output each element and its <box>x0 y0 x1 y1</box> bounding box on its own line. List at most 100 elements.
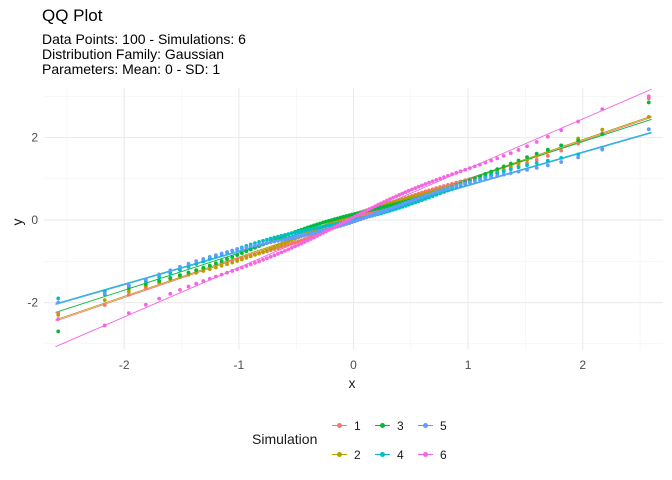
point-sim-2 <box>56 313 61 317</box>
point-sim-4 <box>276 234 280 239</box>
point-sim-5 <box>501 172 506 177</box>
point-sim-6 <box>308 237 313 241</box>
point-sim-3 <box>326 218 331 223</box>
point-sim-1 <box>454 180 459 185</box>
point-sim-2 <box>403 196 408 201</box>
point-sim-5 <box>438 188 442 193</box>
point-sim-5 <box>489 175 493 180</box>
point-sim-6 <box>501 153 506 158</box>
point-sim-5 <box>289 236 294 240</box>
point-sim-4 <box>434 192 439 197</box>
point-sim-2 <box>276 243 280 248</box>
point-sim-6 <box>344 219 349 223</box>
data-points <box>56 94 651 334</box>
point-sim-3 <box>501 164 506 169</box>
point-sim-4 <box>326 223 331 228</box>
point-sim-5 <box>495 174 500 178</box>
subtitle-line-data-points: Data Points: 100 - Simulations: 6 <box>42 31 246 47</box>
legend-label: 1 <box>354 418 361 433</box>
point-sim-6 <box>442 175 446 180</box>
point-sim-6 <box>367 207 372 212</box>
point-sim-5 <box>214 253 218 258</box>
point-sim-6 <box>525 144 529 149</box>
point-sim-2 <box>406 195 411 200</box>
point-sim-5 <box>454 184 459 188</box>
point-sim-1 <box>442 184 446 188</box>
point-sim-3 <box>347 213 352 218</box>
point-sim-2 <box>268 246 273 251</box>
point-sim-6 <box>296 243 301 247</box>
point-sim-6 <box>244 264 249 268</box>
point-sim-3 <box>545 147 550 152</box>
point-sim-3 <box>508 161 513 166</box>
point-sim-6 <box>430 179 435 184</box>
point-sim-3 <box>489 169 493 174</box>
point-sim-3 <box>143 282 148 287</box>
point-sim-6 <box>315 234 319 238</box>
point-sim-5 <box>508 171 513 176</box>
point-sim-1 <box>102 303 107 307</box>
point-sim-6 <box>347 217 352 222</box>
point-sim-6 <box>410 187 414 192</box>
point-sim-1 <box>576 141 581 146</box>
point-sim-5 <box>126 283 131 288</box>
point-sim-3 <box>214 261 218 266</box>
point-sim-5 <box>157 272 162 277</box>
legend-key-dot <box>423 423 428 428</box>
point-sim-6 <box>178 287 182 292</box>
point-sim-6 <box>361 210 366 214</box>
point-sim-5 <box>391 205 395 210</box>
point-sim-3 <box>525 155 529 160</box>
legend-key-dot <box>337 452 342 457</box>
point-sim-6 <box>450 172 454 177</box>
chart-subtitle: Data Points: 100 - Simulations: 6 Distri… <box>42 32 246 77</box>
legend-key <box>374 417 391 434</box>
point-sim-4 <box>508 167 513 172</box>
point-sim-5 <box>143 277 148 282</box>
point-sim-4 <box>332 222 337 227</box>
point-sim-6 <box>350 216 354 220</box>
point-sim-4 <box>501 169 506 174</box>
point-sim-6 <box>56 317 61 321</box>
point-sim-2 <box>400 197 405 202</box>
point-sim-6 <box>341 220 346 225</box>
point-sim-5 <box>299 233 304 238</box>
legend-item-2: 2 <box>331 446 361 463</box>
point-sim-2 <box>525 158 529 162</box>
point-sim-1 <box>293 240 297 245</box>
point-sim-4 <box>157 275 162 279</box>
point-sim-6 <box>321 231 325 235</box>
point-sim-4 <box>312 226 316 231</box>
point-sim-3 <box>56 329 61 334</box>
legend-item-6: 6 <box>417 446 447 463</box>
legend-key <box>417 446 434 463</box>
point-sim-5 <box>458 182 463 187</box>
y-axis-title: y <box>9 219 25 226</box>
point-sim-5 <box>410 198 414 203</box>
point-sim-4 <box>302 228 307 233</box>
point-sim-4 <box>194 262 199 266</box>
point-sim-5 <box>102 291 107 296</box>
point-sim-5 <box>361 216 366 221</box>
point-sim-3 <box>534 151 539 156</box>
point-sim-6 <box>312 235 316 240</box>
point-sim-5 <box>646 127 651 132</box>
point-sim-6 <box>420 183 424 188</box>
y-tick-label: 2 <box>31 131 38 145</box>
point-sim-5 <box>416 196 421 201</box>
point-sim-5 <box>478 177 482 182</box>
point-sim-3 <box>239 251 244 256</box>
point-sim-5 <box>178 264 182 269</box>
point-sim-3 <box>382 204 386 209</box>
point-sim-6 <box>483 160 488 165</box>
point-sim-6 <box>324 229 328 234</box>
point-sim-3 <box>207 263 212 268</box>
point-sim-6 <box>472 164 477 169</box>
x-tick-label: -1 <box>234 358 245 372</box>
legend-key <box>331 446 348 463</box>
point-sim-5 <box>318 229 322 234</box>
point-sim-3 <box>478 174 482 179</box>
point-sim-6 <box>370 205 375 210</box>
point-sim-2 <box>516 161 521 166</box>
point-sim-1 <box>283 243 287 248</box>
